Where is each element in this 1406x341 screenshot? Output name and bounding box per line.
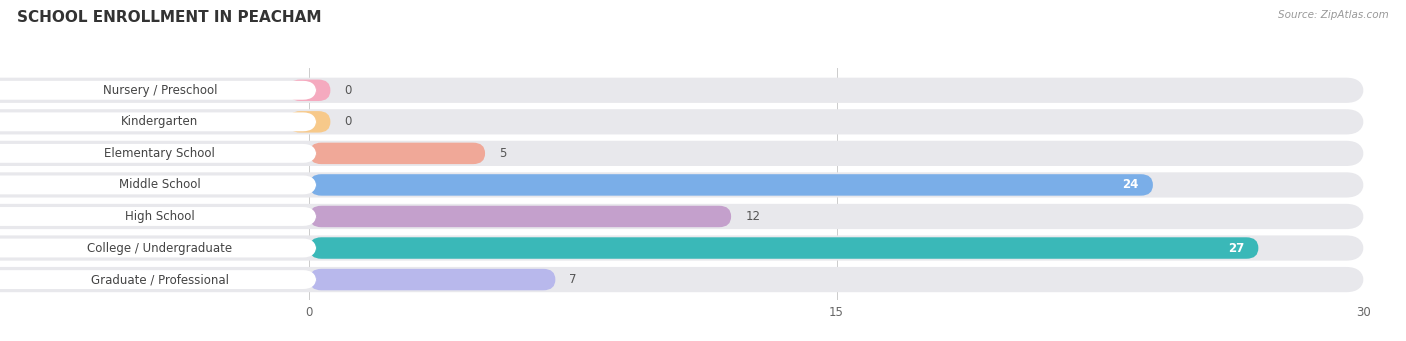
FancyBboxPatch shape — [0, 270, 316, 289]
Text: Source: ZipAtlas.com: Source: ZipAtlas.com — [1278, 10, 1389, 20]
FancyBboxPatch shape — [0, 204, 1364, 229]
FancyBboxPatch shape — [0, 239, 316, 257]
FancyBboxPatch shape — [309, 269, 555, 290]
FancyBboxPatch shape — [309, 206, 731, 227]
Text: 0: 0 — [344, 115, 352, 128]
FancyBboxPatch shape — [0, 172, 1364, 197]
Text: SCHOOL ENROLLMENT IN PEACHAM: SCHOOL ENROLLMENT IN PEACHAM — [17, 10, 322, 25]
FancyBboxPatch shape — [0, 141, 1364, 166]
FancyBboxPatch shape — [0, 144, 316, 163]
Text: College / Undergraduate: College / Undergraduate — [87, 241, 232, 254]
Text: Graduate / Professional: Graduate / Professional — [91, 273, 229, 286]
Text: Kindergarten: Kindergarten — [121, 115, 198, 128]
Text: 0: 0 — [344, 84, 352, 97]
FancyBboxPatch shape — [288, 111, 330, 133]
FancyBboxPatch shape — [309, 237, 1258, 259]
FancyBboxPatch shape — [0, 207, 316, 226]
FancyBboxPatch shape — [0, 176, 316, 194]
FancyBboxPatch shape — [0, 109, 1364, 134]
FancyBboxPatch shape — [0, 81, 316, 100]
Text: High School: High School — [125, 210, 195, 223]
FancyBboxPatch shape — [0, 78, 1364, 103]
FancyBboxPatch shape — [0, 267, 1364, 292]
Text: 24: 24 — [1122, 178, 1139, 191]
FancyBboxPatch shape — [288, 79, 330, 101]
Text: Middle School: Middle School — [120, 178, 201, 191]
Text: 5: 5 — [499, 147, 506, 160]
Text: 27: 27 — [1227, 241, 1244, 254]
Text: Elementary School: Elementary School — [104, 147, 215, 160]
FancyBboxPatch shape — [309, 174, 1153, 196]
FancyBboxPatch shape — [0, 113, 316, 131]
FancyBboxPatch shape — [309, 143, 485, 164]
Text: 7: 7 — [569, 273, 576, 286]
Text: 12: 12 — [745, 210, 761, 223]
Text: Nursery / Preschool: Nursery / Preschool — [103, 84, 217, 97]
FancyBboxPatch shape — [0, 235, 1364, 261]
